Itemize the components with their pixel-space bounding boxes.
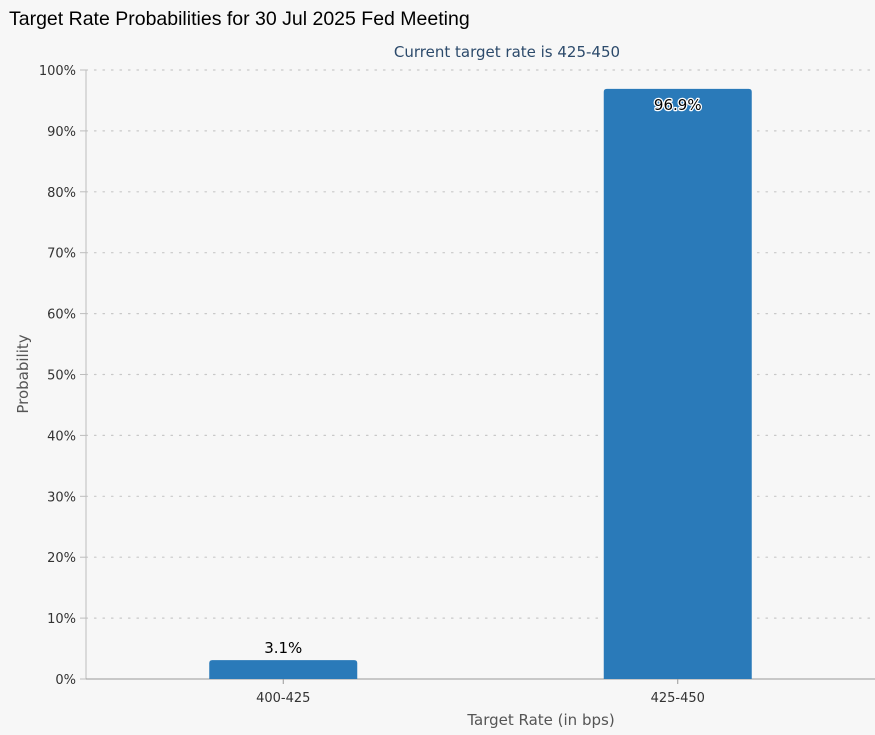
y-axis-label: Probability	[14, 334, 32, 413]
y-tick-label: 20%	[47, 551, 76, 566]
y-tick-label: 60%	[47, 308, 76, 323]
y-tick-label: 0%	[55, 673, 76, 688]
x-tick-label: 425-450	[651, 691, 705, 706]
gridlines	[85, 69, 875, 619]
chart-title: Target Rate Probabilities for 30 Jul 202…	[9, 8, 470, 30]
bars: 3.1% 96.9%	[209, 88, 752, 679]
x-tick-label: 400-425	[256, 691, 310, 706]
y-tick-label: 90%	[47, 125, 76, 140]
bar-425-450	[603, 88, 752, 679]
y-tick-label: 70%	[47, 247, 76, 262]
y-tick-label: 10%	[47, 612, 76, 627]
y-tick-label: 100%	[39, 64, 76, 79]
x-axis-ticks: 400-425 425-450	[256, 679, 705, 706]
y-tick-label: 30%	[47, 490, 76, 505]
y-tick-label: 40%	[47, 429, 76, 444]
bar-400-425	[209, 660, 358, 679]
data-label: 96.9%	[654, 96, 702, 114]
data-label: 3.1%	[264, 639, 302, 657]
y-tick-label: 50%	[47, 369, 76, 384]
x-axis-label: Target Rate (in bps)	[466, 711, 614, 729]
y-tick-label: 80%	[47, 186, 76, 201]
y-axis-ticks: 0% 10% 20% 30% 40% 50% 60% 70% 80% 90% 100%	[39, 64, 86, 688]
chart-subtitle: Current target rate is 425-450	[394, 43, 620, 61]
